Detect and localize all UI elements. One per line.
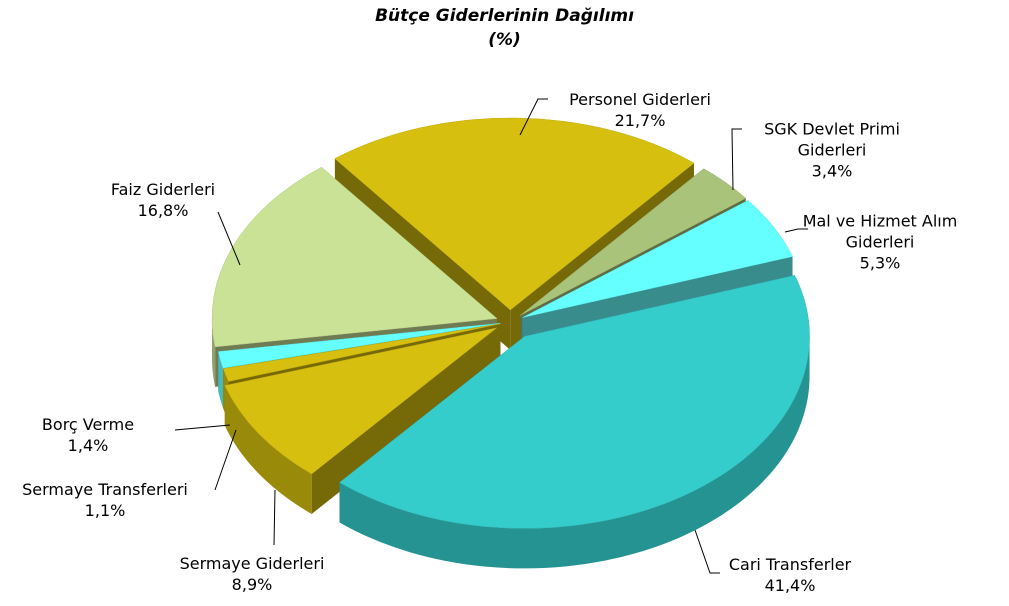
category-label: Personel Giderleri [569, 90, 711, 109]
slice [334, 117, 695, 311]
slice-label: Cari Transferler 41,4% [690, 554, 890, 596]
slice [222, 323, 501, 382]
value-label: 1,4% [67, 436, 109, 455]
slice-label: Borç Verme 1,4% [8, 414, 168, 456]
slice [217, 323, 501, 369]
category-label: Mal ve Hizmet Alım Giderleri [802, 211, 958, 252]
slice-side [224, 385, 312, 514]
slice-label: Faiz Giderleri 16,8% [83, 179, 243, 221]
leader-line [217, 211, 241, 266]
category-label: SGK Devlet Primi Giderleri [764, 119, 900, 160]
slice-side [339, 336, 810, 569]
slice-label: SGK Devlet Primi Giderleri 3,4% [737, 119, 927, 182]
category-label: Faiz Giderleri [110, 180, 216, 199]
leader-line [174, 424, 231, 431]
leader-line [784, 228, 808, 233]
slice-label: Sermaye Transferleri 1,1% [0, 479, 215, 521]
slice [519, 168, 747, 316]
value-label: 8,9% [231, 575, 273, 594]
chart-title: Bütçe Giderlerinin Dağılımı [375, 6, 634, 26]
slice-side [211, 318, 216, 387]
slice [522, 200, 793, 318]
chart-subtitle: (%) [488, 30, 521, 50]
leader-line [694, 529, 720, 574]
slice [339, 275, 810, 529]
category-label: Sermaye Giderleri [179, 554, 325, 573]
value-label: 16,8% [137, 201, 189, 220]
leader-line [731, 128, 742, 191]
slice-label: Mal ve Hizmet Alım Giderleri 5,3% [785, 211, 975, 274]
slice-side [218, 351, 224, 409]
leader-line [519, 98, 548, 136]
value-label: 3,4% [811, 161, 853, 181]
value-label: 1,1% [84, 501, 126, 520]
category-label: Sermaye Transferleri [22, 480, 188, 499]
leader-line [273, 489, 276, 546]
slice-label: Personel Giderleri 21,7% [530, 89, 750, 131]
slice [224, 327, 497, 475]
category-label: Cari Transferler [728, 555, 852, 574]
slice-label: Sermaye Giderleri 8,9% [142, 553, 362, 595]
value-label: 5,3% [859, 253, 901, 273]
value-label: 41,4% [764, 576, 816, 595]
value-label: 21,7% [614, 111, 666, 130]
category-label: Borç Verme [41, 415, 135, 434]
leader-line [214, 429, 237, 491]
